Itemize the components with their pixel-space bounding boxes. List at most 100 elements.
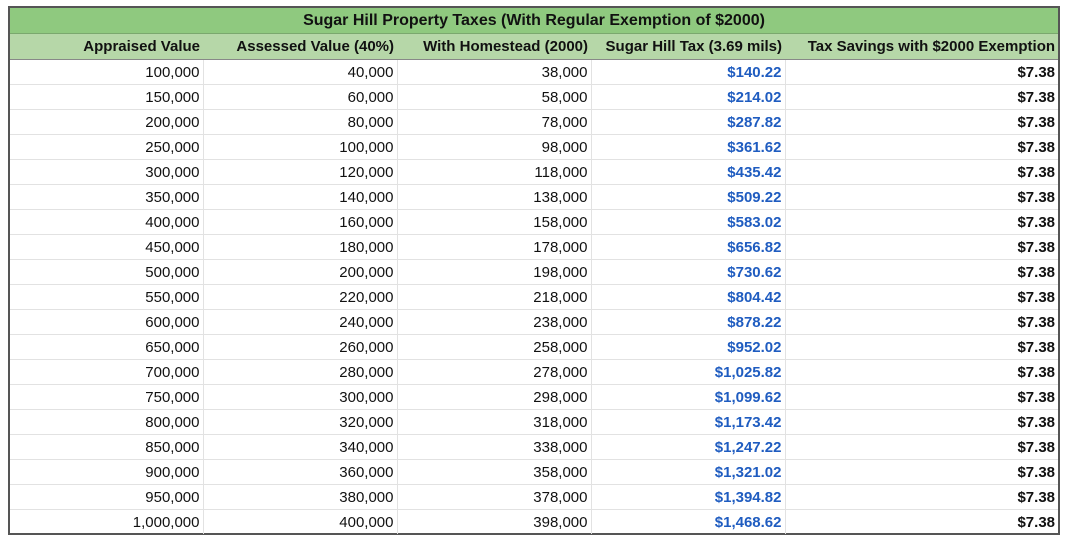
table-row: 700,000 280,000 278,000 $1,025.82 $7.38 — [10, 359, 1059, 385]
appraised-value-cell: 850,000 — [10, 434, 204, 460]
tax-savings-cell: $7.38 — [785, 59, 1059, 85]
assessed-value-cell: 200,000 — [203, 259, 398, 285]
appraised-value-cell: 500,000 — [10, 259, 204, 285]
table-row: 500,000 200,000 198,000 $730.62 $7.38 — [10, 259, 1059, 285]
appraised-value-cell: 350,000 — [10, 184, 204, 210]
table-row: 350,000 140,000 138,000 $509.22 $7.38 — [10, 184, 1059, 210]
appraised-value-cell: 700,000 — [10, 359, 204, 385]
appraised-value-cell: 750,000 — [10, 384, 204, 410]
appraised-value-cell: 100,000 — [10, 59, 204, 85]
table-body: 100,000 40,000 38,000 $140.22 $7.38 150,000 60… — [10, 59, 1059, 534]
assessed-value-cell: 360,000 — [203, 459, 398, 485]
homestead-value-cell: 278,000 — [397, 359, 592, 385]
homestead-value-cell: 38,000 — [397, 59, 592, 85]
appraised-value-cell: 1,000,000 — [10, 509, 204, 534]
table-row: 250,000 100,000 98,000 $361.62 $7.38 — [10, 134, 1059, 160]
table-row: 100,000 40,000 38,000 $140.22 $7.38 — [10, 59, 1059, 85]
table-row: 950,000 380,000 378,000 $1,394.82 $7.38 — [10, 484, 1059, 510]
homestead-value-cell: 398,000 — [397, 509, 592, 534]
assessed-value-cell: 40,000 — [203, 59, 398, 85]
assessed-value-cell: 180,000 — [203, 234, 398, 260]
assessed-value-cell: 340,000 — [203, 434, 398, 460]
sugar-hill-tax-cell: $583.02 — [591, 209, 786, 235]
sugar-hill-tax-cell: $1,394.82 — [591, 484, 786, 510]
table-row: 600,000 240,000 238,000 $878.22 $7.38 — [10, 309, 1059, 335]
sugar-hill-tax-cell: $1,099.62 — [591, 384, 786, 410]
assessed-value-cell: 80,000 — [203, 109, 398, 135]
homestead-value-cell: 78,000 — [397, 109, 592, 135]
homestead-value-cell: 138,000 — [397, 184, 592, 210]
table-row: 300,000 120,000 118,000 $435.42 $7.38 — [10, 159, 1059, 185]
table-row: 150,000 60,000 58,000 $214.02 $7.38 — [10, 84, 1059, 110]
appraised-value-cell: 900,000 — [10, 459, 204, 485]
tax-savings-cell: $7.38 — [1017, 513, 1056, 531]
table-title: Sugar Hill Property Taxes (With Regular … — [10, 8, 1059, 34]
assessed-value-cell: 140,000 — [203, 184, 398, 210]
homestead-value-cell: 158,000 — [397, 209, 592, 235]
appraised-value-cell: 200,000 — [10, 109, 204, 135]
assessed-value-cell: 280,000 — [203, 359, 398, 385]
tax-savings-cell: $7.38 — [785, 409, 1059, 435]
tax-savings-cell: $7.38 — [785, 259, 1059, 285]
assessed-value-cell: 300,000 — [203, 384, 398, 410]
homestead-value-cell: 198,000 — [397, 259, 592, 285]
header-appraised-value: Appraised Value — [10, 33, 203, 60]
sugar-hill-tax-cell: $1,468.62 — [591, 509, 786, 534]
tax-savings-cell: $7.38 — [785, 359, 1059, 385]
header-row: Appraised Value Assessed Value (40%) Wit… — [10, 33, 1059, 60]
assessed-value-cell: 120,000 — [203, 159, 398, 185]
sugar-hill-tax-cell: $730.62 — [591, 259, 786, 285]
title-row: Sugar Hill Property Taxes (With Regular … — [10, 8, 1059, 34]
homestead-value-cell: 338,000 — [397, 434, 592, 460]
sugar-hill-tax-cell: $435.42 — [591, 159, 786, 185]
sugar-hill-tax-cell: $878.22 — [591, 309, 786, 335]
homestead-value-cell: 238,000 — [397, 309, 592, 335]
sugar-hill-tax-cell: $1,321.02 — [591, 459, 786, 485]
sugar-hill-tax-cell: $1,173.42 — [591, 409, 786, 435]
sugar-hill-tax-cell: $361.62 — [591, 134, 786, 160]
header-sugar-hill-tax: Sugar Hill Tax (3.69 mils) — [591, 33, 785, 60]
table-row: 400,000 160,000 158,000 $583.02 $7.38 — [10, 209, 1059, 235]
homestead-value-cell: 318,000 — [397, 409, 592, 435]
assessed-value-cell: 60,000 — [203, 84, 398, 110]
header-tax-savings: Tax Savings with $2000 Exemption — [785, 33, 1059, 60]
tax-savings-cell: $7.38 — [785, 134, 1059, 160]
table-row: 800,000 320,000 318,000 $1,173.42 $7.38 — [10, 409, 1059, 435]
assessed-value-cell: 400,000 — [203, 509, 398, 534]
homestead-value-cell: 58,000 — [397, 84, 592, 110]
assessed-value-cell: 160,000 — [203, 209, 398, 235]
tax-savings-cell: $7.38 — [785, 334, 1059, 360]
sugar-hill-tax-cell: $140.22 — [591, 59, 786, 85]
assessed-value-cell: 320,000 — [203, 409, 398, 435]
table-row: 550,000 220,000 218,000 $804.42 $7.38 — [10, 284, 1059, 310]
tax-savings-cell: $7.38 — [785, 484, 1059, 510]
tax-savings-cell: $7.38 — [785, 284, 1059, 310]
tax-savings-cell: $7.38 — [785, 159, 1059, 185]
appraised-value-cell: 400,000 — [10, 209, 204, 235]
table-row: 200,000 80,000 78,000 $287.82 $7.38 — [10, 109, 1059, 135]
tax-savings-cell: $7.38 — [785, 84, 1059, 110]
sugar-hill-tax-cell: $287.82 — [591, 109, 786, 135]
table-row: 750,000 300,000 298,000 $1,099.62 $7.38 — [10, 384, 1059, 410]
homestead-value-cell: 218,000 — [397, 284, 592, 310]
tax-savings-cell: $7.38 — [785, 384, 1059, 410]
sugar-hill-tax-cell: $804.42 — [591, 284, 786, 310]
assessed-value-cell: 260,000 — [203, 334, 398, 360]
tax-savings-cell: $7.38 — [785, 459, 1059, 485]
tax-savings-cell: $7.38 — [785, 109, 1059, 135]
appraised-value-cell: 150,000 — [10, 84, 204, 110]
tax-savings-cell: $7.38 — [785, 309, 1059, 335]
assessed-value-cell: 100,000 — [203, 134, 398, 160]
assessed-value-cell: 240,000 — [203, 309, 398, 335]
tax-savings-cell: $7.38 — [785, 184, 1059, 210]
header-with-homestead: With Homestead (2000) — [397, 33, 591, 60]
homestead-value-cell: 358,000 — [397, 459, 592, 485]
sugar-hill-tax-cell: $509.22 — [591, 184, 786, 210]
header-assessed-value: Assessed Value (40%) — [203, 33, 397, 60]
table-row: 450,000 180,000 178,000 $656.82 $7.38 — [10, 234, 1059, 260]
tax-savings-cell: $7.38 — [785, 234, 1059, 260]
sugar-hill-tax-cell: $1,025.82 — [591, 359, 786, 385]
tax-table-container: Sugar Hill Property Taxes (With Regular … — [8, 6, 1060, 535]
table-row: 850,000 340,000 338,000 $1,247.22 $7.38 — [10, 434, 1059, 460]
sugar-hill-tax-cell: $656.82 — [591, 234, 786, 260]
